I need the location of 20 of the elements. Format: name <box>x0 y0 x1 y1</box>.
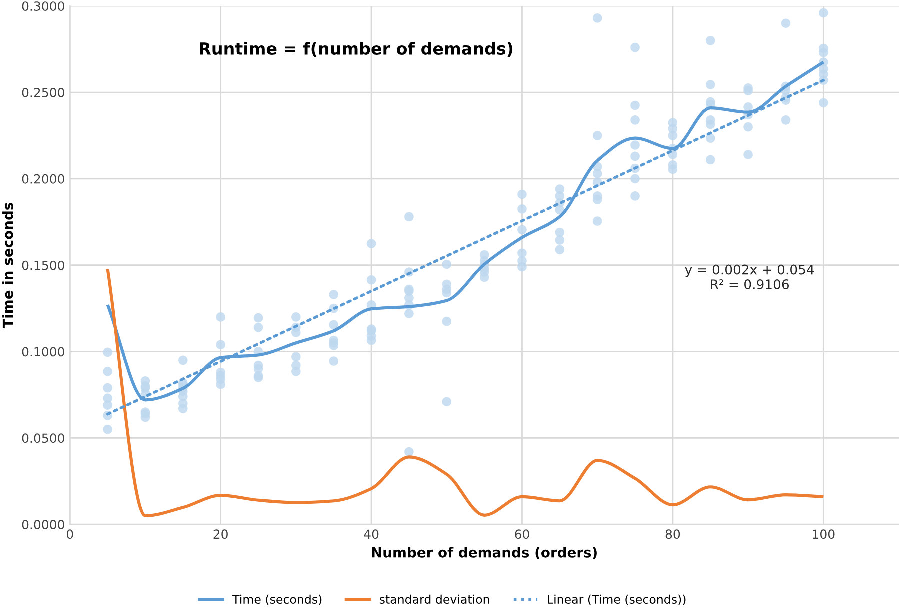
legend-label: Time (seconds) <box>232 594 322 606</box>
y-tick-label: 0.1000 <box>22 347 64 357</box>
y-tick-label: 0.0500 <box>22 434 64 444</box>
legend-label: Linear (Time (seconds)) <box>548 594 686 606</box>
legend-label: standard deviation <box>380 594 490 604</box>
y-tick-label: 0.3000 <box>22 2 64 12</box>
annotation: y = 0.002x + 0.054 R² = 0.9106 <box>685 264 814 290</box>
y-tick-label: 0.2000 <box>22 174 64 184</box>
y-tick-label: 0.0000 <box>22 520 64 530</box>
y-axis-title: Time in seconds <box>2 203 14 328</box>
x-tick-label: 40 <box>364 530 379 540</box>
x-tick-label: 60 <box>515 530 530 540</box>
x-tick-label: 20 <box>214 530 228 540</box>
x-tick-label: 80 <box>666 530 680 540</box>
y-tick-label: 0.1500 <box>22 260 64 270</box>
x-axis-title: Number of demands (orders) <box>372 547 597 560</box>
x-tick-label: 100 <box>813 530 835 540</box>
x-tick-label: 0 <box>66 530 74 540</box>
text: Runtime = f(number of demands) <box>200 42 513 57</box>
y-tick-label: 0.2500 <box>22 88 64 98</box>
